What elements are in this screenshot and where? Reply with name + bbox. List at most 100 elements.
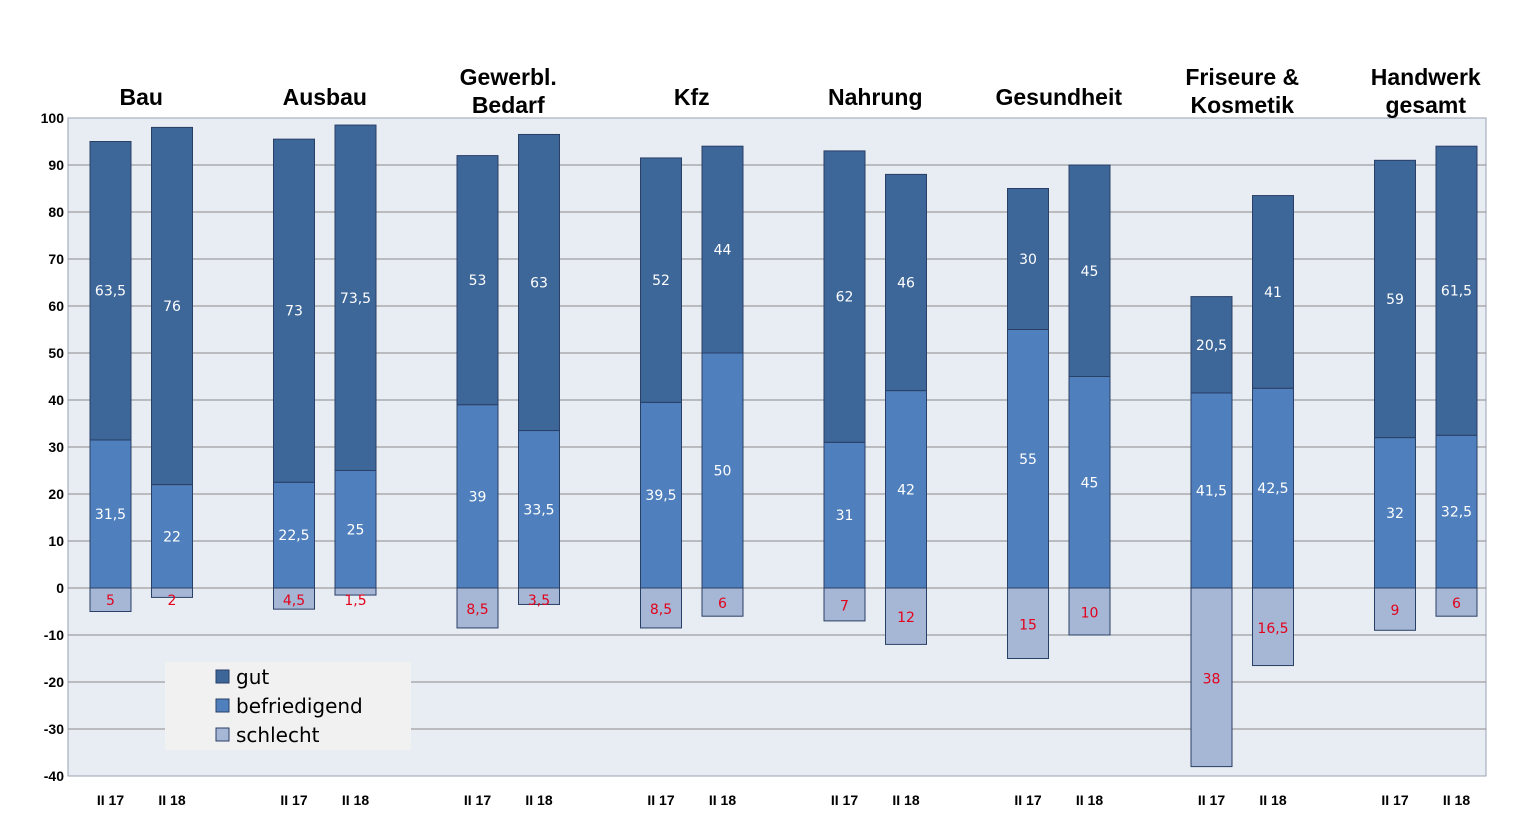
y-tick-label: 40 xyxy=(48,392,64,408)
group-title: Ausbau xyxy=(283,84,367,110)
x-tick-label: II 17 xyxy=(97,792,124,808)
bar-befriedigend xyxy=(1435,434,1478,589)
y-tick-label: 0 xyxy=(56,580,64,596)
y-tick-label: -30 xyxy=(44,721,64,737)
data-label-befriedigend: 45 xyxy=(1081,475,1099,491)
bar-schlecht xyxy=(1068,587,1111,636)
bar-befriedigend xyxy=(89,439,132,589)
y-tick-label: 90 xyxy=(48,157,64,173)
data-label-befriedigend: 22,5 xyxy=(278,528,309,544)
bar-befriedigend xyxy=(1374,437,1416,589)
bar-gut xyxy=(1252,195,1294,389)
x-tick-label: II 17 xyxy=(1014,792,1041,808)
data-label-befriedigend: 32,5 xyxy=(1441,505,1472,521)
group-title: Bau xyxy=(120,84,163,110)
data-label-gut: 61,5 xyxy=(1441,284,1472,300)
x-tick-label: II 18 xyxy=(1443,792,1470,808)
data-label-schlecht: 5 xyxy=(106,593,115,609)
data-label-schlecht: 12 xyxy=(897,610,915,626)
data-label-gut: 46 xyxy=(897,276,915,292)
bar-schlecht xyxy=(823,587,866,622)
data-label-gut: 53 xyxy=(469,273,487,289)
data-label-befriedigend: 31 xyxy=(836,508,854,524)
bar-gut xyxy=(640,157,682,403)
x-tick-label: II 17 xyxy=(280,792,307,808)
group-title: Gesundheit xyxy=(995,84,1122,110)
data-label-gut: 20,5 xyxy=(1196,338,1227,354)
y-tick-label: 70 xyxy=(48,251,64,267)
data-label-gut: 73,5 xyxy=(340,291,371,307)
x-tick-label: II 18 xyxy=(158,792,185,808)
data-label-schlecht: 16,5 xyxy=(1257,621,1288,637)
bar-gut xyxy=(518,133,560,432)
data-label-schlecht: 6 xyxy=(718,596,727,612)
legend-label-gut: gut xyxy=(236,665,269,689)
data-label-schlecht: 38 xyxy=(1203,671,1221,687)
legend-swatch-schlecht xyxy=(215,727,230,742)
y-tick-label: 100 xyxy=(41,110,65,126)
data-label-gut: 62 xyxy=(836,290,854,306)
group-title: Gewerbl. xyxy=(460,64,557,90)
data-label-befriedigend: 55 xyxy=(1019,452,1037,468)
bar-gut xyxy=(334,124,377,472)
bar-schlecht xyxy=(1435,587,1478,617)
data-label-schlecht: 8,5 xyxy=(650,602,672,618)
x-tick-label: II 17 xyxy=(464,792,491,808)
y-tick-label: 10 xyxy=(48,533,64,549)
data-label-gut: 44 xyxy=(714,243,732,259)
data-label-schlecht: 4,5 xyxy=(283,593,305,609)
x-tick-label: II 17 xyxy=(647,792,674,808)
bar-gut xyxy=(151,126,193,486)
bar-gut xyxy=(885,173,927,392)
group-title: Nahrung xyxy=(828,84,923,110)
data-label-befriedigend: 31,5 xyxy=(95,507,126,523)
data-label-befriedigend: 32 xyxy=(1386,506,1404,522)
y-tick-label: -40 xyxy=(44,768,64,784)
data-label-gut: 41 xyxy=(1264,285,1282,301)
y-tick-label: -20 xyxy=(44,674,64,690)
data-label-gut: 45 xyxy=(1081,264,1099,280)
x-tick-label: II 18 xyxy=(709,792,736,808)
legend-box xyxy=(165,662,411,750)
x-tick-label: II 18 xyxy=(1076,792,1103,808)
bar-gut xyxy=(1068,164,1111,377)
x-tick-label: II 17 xyxy=(1198,792,1225,808)
bar-gut xyxy=(273,138,315,483)
bar-befriedigend xyxy=(273,481,315,589)
bar-gut xyxy=(456,155,499,406)
data-label-schlecht: 10 xyxy=(1081,606,1099,622)
data-label-befriedigend: 22 xyxy=(163,529,181,545)
group-title: Kosmetik xyxy=(1190,92,1294,118)
data-label-befriedigend: 25 xyxy=(347,522,365,538)
data-label-gut: 76 xyxy=(163,299,181,315)
legend-label-schlecht: schlecht xyxy=(236,723,320,747)
data-label-schlecht: 7 xyxy=(840,598,849,614)
bar-schlecht xyxy=(1374,587,1416,631)
bar-schlecht xyxy=(1252,587,1294,667)
bar-gut xyxy=(1435,145,1478,436)
x-tick-label: II 17 xyxy=(831,792,858,808)
x-tick-label: II 18 xyxy=(525,792,552,808)
data-label-schlecht: 9 xyxy=(1391,603,1400,619)
data-label-gut: 30 xyxy=(1019,252,1037,268)
group-title: Kfz xyxy=(674,84,710,110)
bar-gut xyxy=(1007,188,1049,330)
data-label-gut: 63,5 xyxy=(95,284,126,300)
data-label-schlecht: 2 xyxy=(168,593,177,609)
data-label-befriedigend: 39,5 xyxy=(645,488,676,504)
data-label-gut: 63 xyxy=(530,276,548,292)
group-title: Handwerk xyxy=(1371,64,1481,90)
data-label-befriedigend: 50 xyxy=(714,464,732,480)
bar-gut xyxy=(1190,296,1233,394)
data-label-befriedigend: 41,5 xyxy=(1196,483,1227,499)
data-label-gut: 73 xyxy=(285,304,303,320)
data-label-befriedigend: 39 xyxy=(469,489,487,505)
group-title: Bedarf xyxy=(472,92,545,118)
data-label-gut: 59 xyxy=(1386,292,1404,308)
data-label-schlecht: 6 xyxy=(1452,596,1461,612)
y-tick-label: 60 xyxy=(48,298,64,314)
bar-befriedigend xyxy=(518,430,560,589)
legend-swatch-befriedigend xyxy=(215,698,230,713)
x-tick-label: II 18 xyxy=(892,792,919,808)
